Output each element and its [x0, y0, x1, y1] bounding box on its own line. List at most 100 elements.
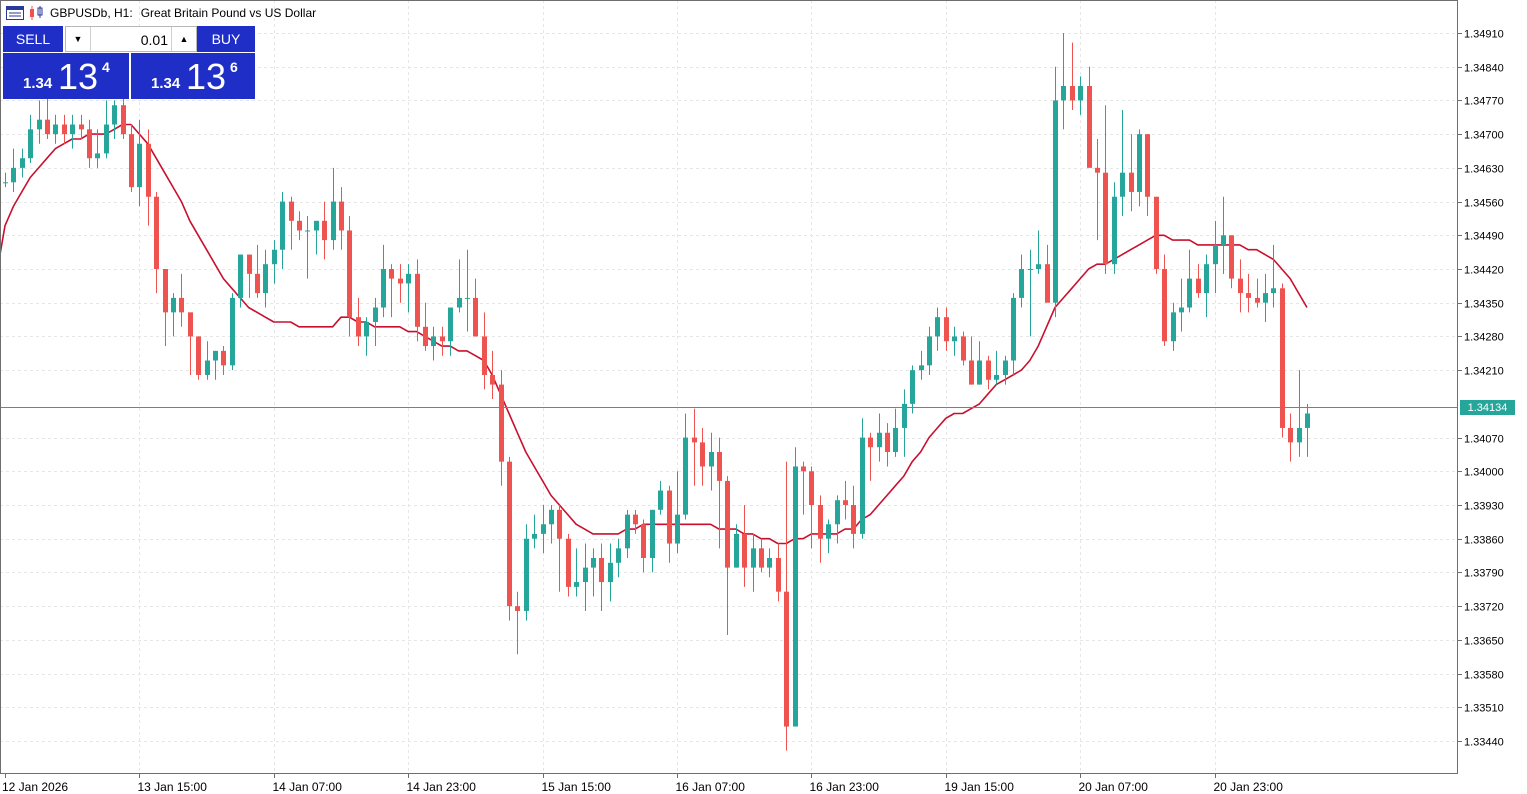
candle	[616, 538, 621, 578]
y-tick-label: 1.34840	[1464, 63, 1504, 75]
y-tick-label: 1.33440	[1464, 737, 1504, 749]
candle-body	[213, 350, 218, 361]
candle-body	[868, 437, 873, 448]
sell-price-button[interactable]: 1.34 13 4	[3, 53, 129, 99]
candle	[280, 191, 285, 269]
y-tick-label: 1.34070	[1464, 434, 1504, 446]
one-click-trading-panel: SELL ▼ ▲ BUY 1.34 13 4 1.34 13 6	[3, 26, 255, 99]
candle	[574, 548, 579, 597]
candle	[1204, 254, 1209, 318]
candle	[272, 240, 277, 284]
candle-body	[692, 437, 697, 443]
candle	[213, 350, 218, 380]
candle-body	[1019, 269, 1024, 298]
lot-size-field: ▼ ▲	[65, 26, 197, 52]
candle-body	[1045, 264, 1050, 303]
candle	[658, 480, 663, 515]
candle-body	[121, 105, 126, 135]
candle-body	[835, 500, 840, 525]
candle-body	[389, 269, 394, 279]
candle-body	[104, 124, 109, 154]
candle	[801, 461, 806, 515]
candle-body	[1280, 288, 1285, 428]
candle	[314, 220, 319, 255]
candle	[902, 389, 907, 457]
candle-body	[423, 326, 428, 347]
candle-body	[507, 461, 512, 607]
candle	[709, 432, 714, 491]
candle	[1120, 110, 1125, 217]
candle	[935, 307, 940, 351]
candle-body	[1061, 85, 1066, 101]
candle	[776, 543, 781, 602]
candle-body	[784, 591, 789, 727]
candle-body	[205, 360, 210, 375]
candle-body	[499, 384, 504, 462]
lot-decrease-button[interactable]: ▼	[66, 27, 91, 51]
lot-size-input[interactable]	[94, 29, 170, 51]
candles	[3, 33, 1310, 751]
candle	[364, 317, 369, 356]
candle	[1061, 33, 1066, 130]
y-tick-label: 1.34210	[1464, 366, 1504, 378]
candle-body	[994, 374, 999, 380]
ma-line	[0, 123, 1308, 545]
candle-body	[927, 336, 932, 366]
candle	[1280, 283, 1285, 438]
buy-button[interactable]: BUY	[197, 26, 255, 52]
candle-body	[977, 360, 982, 385]
y-tick-label: 1.34630	[1464, 164, 1504, 176]
sell-button[interactable]: SELL	[3, 26, 63, 52]
candle	[3, 172, 8, 188]
candle	[440, 326, 445, 356]
candle-body	[238, 254, 243, 298]
candle-body	[1179, 307, 1184, 313]
candle-body	[473, 297, 478, 337]
candle-body	[1095, 167, 1100, 173]
x-tick-label: 12 Jan 2026	[2, 780, 68, 794]
candle-body	[482, 336, 487, 375]
candle-body	[381, 269, 386, 308]
candle-body	[1003, 360, 1008, 375]
candle	[717, 437, 722, 549]
candle	[994, 350, 999, 385]
y-tick-label: 1.34770	[1464, 96, 1504, 108]
symbol-label: GBPUSDb, H1:	[50, 6, 133, 20]
candle-body	[709, 452, 714, 467]
candle-body	[1028, 269, 1033, 270]
candle	[163, 269, 168, 347]
candle-body	[961, 336, 966, 361]
candle-body	[305, 230, 310, 232]
candle-body	[776, 557, 781, 592]
candle-body	[683, 437, 688, 515]
x-tick-label: 16 Jan 23:00	[810, 780, 880, 794]
candle-body	[1070, 85, 1075, 101]
lot-increase-button[interactable]: ▲	[171, 27, 196, 51]
candle	[625, 509, 630, 558]
candle	[465, 249, 470, 332]
candle-body	[196, 336, 201, 375]
candle-body	[1053, 100, 1058, 303]
candle	[767, 548, 772, 578]
candle-body	[448, 307, 453, 342]
candle	[263, 249, 268, 308]
candle-body	[95, 153, 100, 159]
candle	[79, 114, 84, 139]
candle	[1103, 105, 1108, 274]
buy-price-button[interactable]: 1.34 13 6	[131, 53, 255, 99]
y-tick-label: 1.33930	[1464, 501, 1504, 513]
buy-price-point: 6	[230, 59, 238, 75]
y-tick-label: 1.33720	[1464, 602, 1504, 614]
candle-body	[1271, 288, 1276, 294]
candle	[809, 466, 814, 549]
candle	[20, 148, 25, 178]
chart-window-icon[interactable]	[6, 6, 24, 20]
candle-body	[347, 230, 352, 318]
candle-body	[331, 201, 336, 241]
candle	[1087, 66, 1092, 168]
candle-body	[154, 196, 159, 269]
y-tick-label: 1.33580	[1464, 670, 1504, 682]
bid-price-label: 1.34134	[1460, 400, 1515, 415]
candle	[893, 408, 898, 457]
